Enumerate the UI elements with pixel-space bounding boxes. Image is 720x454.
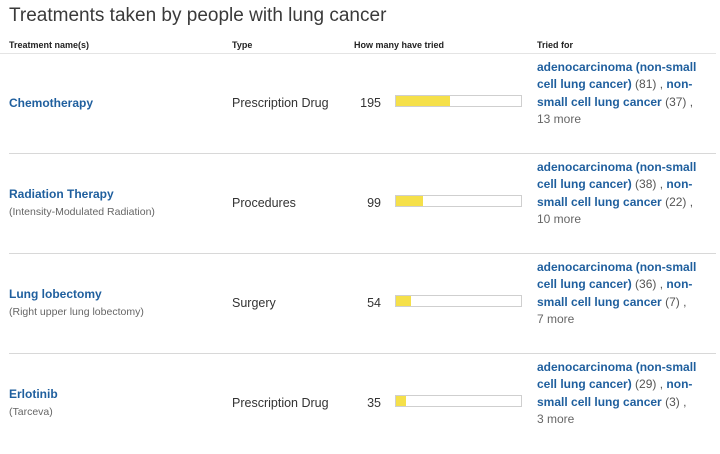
- condition-count: (38): [635, 177, 657, 192]
- row-divider: [9, 253, 716, 254]
- tried-bar: [395, 295, 522, 307]
- condition-count: (22): [665, 194, 687, 209]
- treatment-type: Procedures: [232, 196, 296, 210]
- condition-link[interactable]: adenocarcinoma (non-small cell lung canc…: [537, 160, 697, 192]
- tried-count: 54: [367, 296, 381, 310]
- tried-count: 99: [367, 196, 381, 210]
- column-header-name: Treatment name(s): [9, 40, 90, 50]
- tried-for-cell: adenocarcinoma (non-small cell lung canc…: [537, 259, 717, 328]
- tried-for-cell: adenocarcinoma (non-small cell lung canc…: [537, 59, 717, 128]
- treatment-link-erlotinib[interactable]: Erlotinib: [9, 387, 58, 401]
- condition-link[interactable]: non-small cell lung cancer: [537, 77, 693, 109]
- treatment-name-cell: Lung lobectomy (Right upper lung lobecto…: [9, 287, 219, 318]
- condition-link[interactable]: adenocarcinoma (non-small cell lung canc…: [537, 260, 697, 292]
- treatment-link-lung-lobectomy[interactable]: Lung lobectomy: [9, 287, 102, 301]
- tried-bar: [395, 195, 522, 207]
- tried-count: 35: [367, 396, 381, 410]
- table-row: Lung lobectomy (Right upper lung lobecto…: [0, 254, 716, 354]
- treatment-subtitle: (Intensity-Modulated Radiation): [9, 206, 155, 218]
- treatment-type: Prescription Drug: [232, 96, 329, 110]
- tried-bar-fill: [396, 96, 450, 106]
- treatment-link-chemotherapy[interactable]: Chemotherapy: [9, 96, 94, 110]
- treatment-type: Prescription Drug: [232, 396, 329, 410]
- page-title: Treatments taken by people with lung can…: [9, 5, 387, 26]
- treatment-name-cell: Radiation Therapy (Intensity-Modulated R…: [9, 187, 219, 218]
- treatment-name-cell: Chemotherapy: [9, 96, 219, 110]
- treatment-link-radiation-therapy[interactable]: Radiation Therapy: [9, 187, 114, 201]
- condition-count: (36): [635, 277, 657, 292]
- more-conditions-link[interactable]: 7 more: [537, 311, 575, 326]
- tried-count: 195: [360, 96, 381, 110]
- more-conditions-link[interactable]: 13 more: [537, 111, 582, 126]
- condition-link[interactable]: non-small cell lung cancer: [537, 377, 693, 409]
- column-header-type: Type: [232, 40, 253, 50]
- tried-bar-fill: [396, 196, 424, 206]
- row-divider: [9, 153, 716, 154]
- header-divider: [0, 53, 716, 54]
- condition-link[interactable]: non-small cell lung cancer: [537, 177, 693, 209]
- tried-bar-fill: [396, 296, 411, 306]
- more-conditions-link[interactable]: 3 more: [537, 411, 575, 426]
- condition-count: (81): [635, 77, 657, 92]
- treatment-subtitle: (Tarceva): [9, 406, 53, 418]
- row-divider: [9, 353, 716, 354]
- more-conditions-link[interactable]: 10 more: [537, 211, 582, 226]
- table-row: Erlotinib (Tarceva) Prescription Drug 35…: [0, 354, 716, 454]
- condition-count: (7): [665, 294, 680, 309]
- condition-link[interactable]: adenocarcinoma (non-small cell lung canc…: [537, 360, 697, 392]
- table-row: Chemotherapy Prescription Drug 195 adeno…: [0, 54, 716, 154]
- column-header-tried: How many have tried: [354, 40, 445, 50]
- table-row: Radiation Therapy (Intensity-Modulated R…: [0, 154, 716, 254]
- tried-bar: [395, 95, 522, 107]
- treatment-type: Surgery: [232, 296, 276, 310]
- treatment-subtitle: (Right upper lung lobectomy): [9, 306, 144, 318]
- column-header-tried-for: Tried for: [537, 40, 574, 50]
- treatment-name-cell: Erlotinib (Tarceva): [9, 387, 219, 418]
- table-header: Treatment name(s) Type How many have tri…: [0, 40, 720, 54]
- condition-link[interactable]: adenocarcinoma (non-small cell lung canc…: [537, 60, 697, 92]
- tried-bar: [395, 395, 522, 407]
- tried-bar-fill: [396, 396, 406, 406]
- condition-count: (3): [665, 394, 680, 409]
- tried-for-cell: adenocarcinoma (non-small cell lung canc…: [537, 359, 717, 428]
- condition-link[interactable]: non-small cell lung cancer: [537, 277, 693, 309]
- condition-count: (37): [665, 94, 687, 109]
- condition-count: (29): [635, 377, 657, 392]
- tried-for-cell: adenocarcinoma (non-small cell lung canc…: [537, 159, 717, 228]
